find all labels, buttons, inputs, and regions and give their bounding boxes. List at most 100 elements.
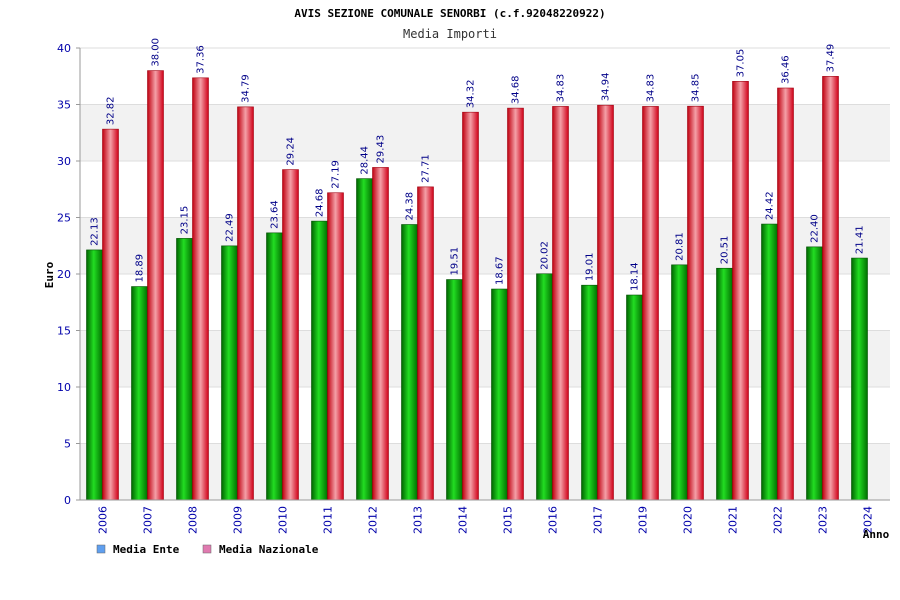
data-label: 22.40 [810,214,821,243]
y-tick-label: 25 [57,212,71,225]
data-label: 34.83 [556,74,567,103]
data-label: 32.82 [106,96,117,125]
data-label: 37.36 [196,45,207,74]
bar-media-ente-2019 [626,294,643,501]
grid-band [80,387,890,444]
data-label: 23.15 [180,206,191,235]
x-tick-label: 2016 [547,506,560,534]
bar-media-nazionale-2022 [777,87,794,501]
y-axis-ticks: 0 5 10 15 20 25 30 35 40 [57,42,80,507]
x-tick-label: 2012 [367,506,380,534]
bar-media-nazionale-2007 [147,70,164,501]
bar-media-nazionale-2015 [507,107,524,501]
data-label: 38.00 [151,38,162,67]
bar-media-nazionale-2012 [372,167,389,501]
data-label: 27.19 [331,160,342,189]
x-axis-label: Anno [863,528,890,541]
x-tick-label: 2008 [187,506,200,534]
data-label: 20.51 [720,236,731,265]
bar-media-nazionale-2019 [642,106,659,501]
bar-media-nazionale-2011 [327,192,344,501]
x-axis-ticks: 2006 2007 2008 2009 2010 2011 2012 2013 2014 2015… [97,506,875,534]
grid-band [80,161,890,218]
data-label: 34.85 [691,74,702,103]
legend-label-media-ente: Media Ente [113,543,180,556]
data-label: 34.83 [646,74,657,103]
grid-bands [80,47,890,500]
grid-band [80,104,890,161]
bar-media-ente-2014 [446,279,463,501]
data-label: 22.13 [90,217,101,246]
bar-media-ente-2024 [851,257,868,501]
data-label: 20.02 [540,241,551,270]
x-tick-label: 2020 [682,506,695,534]
data-label: 19.01 [585,253,596,282]
bar-media-nazionale-2010 [282,169,299,501]
data-label: 19.51 [450,247,461,276]
data-label: 18.89 [135,254,146,283]
bars: 22.13 32.82 18.89 38.00 23.15 37.36 22.49 34.79… [86,38,868,501]
x-tick-label: 2022 [772,506,785,534]
y-tick-label: 30 [57,155,71,168]
data-label: 28.44 [360,146,371,175]
grid-band [80,274,890,331]
legend: Media Ente Media Nazionale [96,543,319,556]
data-label: 23.64 [270,200,281,229]
y-tick-label: 0 [64,494,71,507]
grid-band [80,443,890,500]
x-tick-label: 2009 [232,506,245,534]
bar-media-ente-2022 [761,223,778,501]
bar-media-ente-2012 [356,178,373,501]
bar-media-nazionale-2021 [732,81,749,501]
y-tick-label: 20 [57,268,71,281]
bar-media-nazionale-2023 [822,76,839,501]
y-tick-label: 15 [57,325,71,338]
data-label: 24.68 [315,188,326,217]
grid-band [80,217,890,274]
data-label: 37.49 [826,44,837,73]
bar-media-ente-2009 [221,245,238,501]
bar-media-ente-2017 [581,284,598,501]
x-tick-label: 2011 [322,506,335,534]
bar-media-ente-2016 [536,273,553,501]
bar-media-ente-2023 [806,246,823,501]
x-tick-label: 2015 [502,506,515,534]
bar-media-ente-2008 [176,238,193,501]
bar-media-nazionale-2020 [687,105,704,501]
chart-subtitle: Media Importi [403,27,497,41]
y-tick-label: 40 [57,42,71,55]
x-tick-label: 2007 [142,506,155,534]
bar-media-nazionale-2008 [192,77,209,501]
bar-media-nazionale-2017 [597,104,614,501]
data-label: 24.38 [405,192,416,221]
x-tick-label: 2023 [817,506,830,534]
x-tick-label: 2014 [457,506,470,534]
bar-media-nazionale-2016 [552,106,569,501]
data-label: 34.79 [241,74,252,103]
y-tick-label: 10 [57,381,71,394]
data-label: 20.81 [675,232,686,261]
data-label: 24.42 [765,191,776,220]
legend-label-media-nazionale: Media Nazionale [219,543,319,556]
data-label: 18.67 [495,256,506,285]
data-label: 37.05 [736,49,747,78]
data-label: 34.32 [466,80,477,109]
bar-media-nazionale-2006 [102,128,119,501]
x-tick-label: 2024 [862,506,875,534]
x-tick-label: 2013 [412,506,425,534]
x-tick-label: 2017 [592,506,605,534]
bar-media-ente-2015 [491,288,508,501]
bar-media-ente-2010 [266,232,283,501]
bar-media-nazionale-2014 [462,111,479,501]
legend-swatch-media-nazionale [202,544,212,554]
data-label: 34.94 [601,73,612,102]
y-tick-label: 5 [64,438,71,451]
bar-media-ente-2007 [131,286,148,501]
data-label: 22.49 [225,213,236,242]
data-label: 34.68 [511,75,522,104]
x-tick-label: 2010 [277,506,290,534]
bar-media-ente-2011 [311,220,328,501]
y-axis-label: Euro [43,261,56,288]
bar-media-nazionale-2013 [417,186,434,501]
x-tick-label: 2006 [97,506,110,534]
